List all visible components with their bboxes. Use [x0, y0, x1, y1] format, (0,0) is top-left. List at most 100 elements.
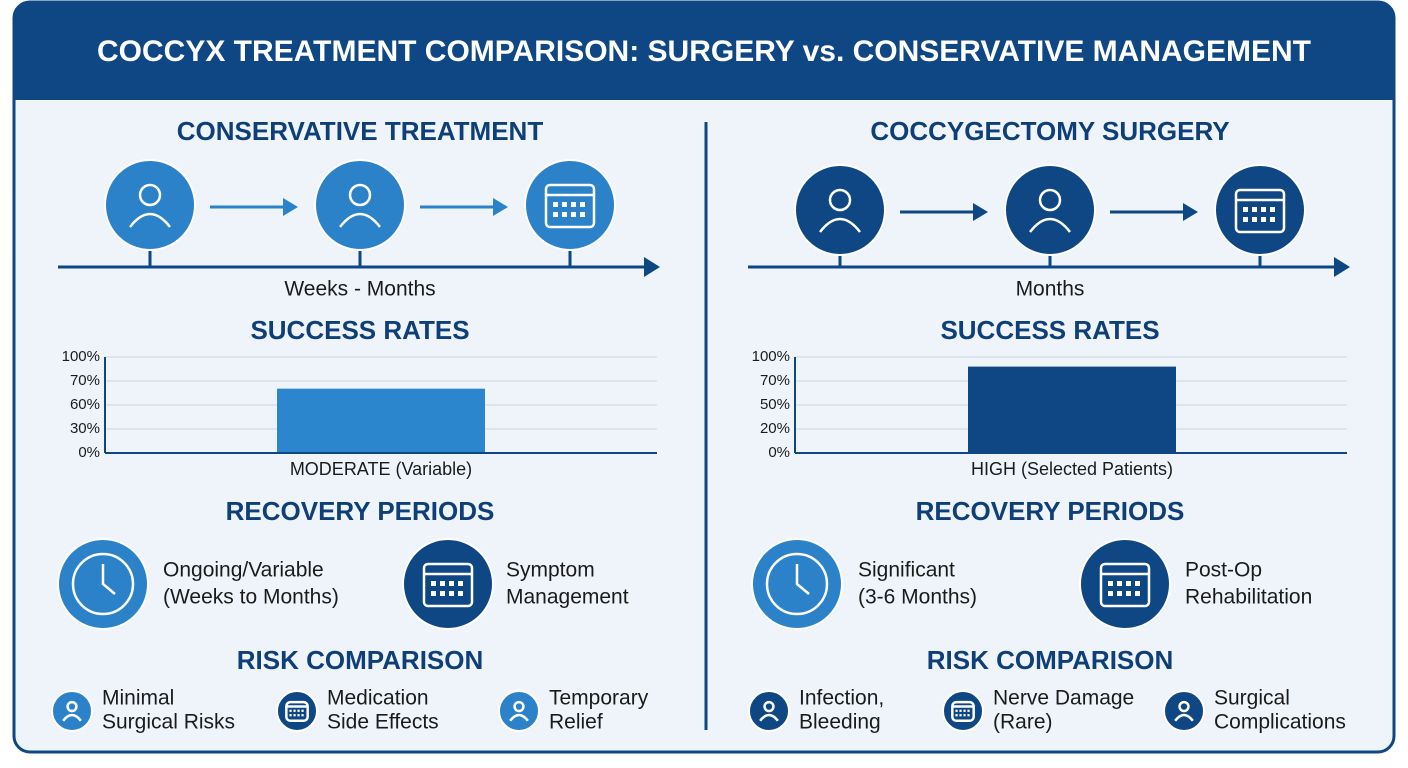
icon-glyph: [1126, 591, 1131, 596]
icon-glyph: [544, 183, 596, 229]
icon-glyph: [293, 714, 296, 717]
icon-glyph: [1135, 581, 1140, 586]
y-tick-label: 50%: [760, 396, 790, 413]
icon-circle: [1079, 538, 1171, 630]
icon-glyph: [1261, 217, 1266, 222]
icon-glyph: [431, 581, 436, 586]
x-category-label: MODERATE (Variable): [290, 459, 472, 479]
header-band: [14, 2, 1394, 100]
icon-glyph: [1178, 700, 1190, 713]
icon-glyph: [129, 212, 171, 228]
y-tick-label: 70%: [70, 372, 100, 389]
step-arrowhead: [493, 198, 508, 216]
icon-glyph: [458, 591, 463, 596]
icon-glyph: [71, 552, 135, 616]
icon-glyph: [959, 709, 962, 712]
icon-glyph: [553, 212, 558, 217]
icon-glyph: [509, 713, 529, 722]
icon-glyph: [1252, 207, 1257, 212]
section-title: CONSERVATIVE TREATMENT: [177, 116, 544, 146]
y-tick-label: 70%: [760, 372, 790, 389]
icon-glyph: [138, 183, 162, 207]
icon-glyph: [967, 709, 970, 712]
icon-glyph: [449, 581, 454, 586]
icon-glyph: [285, 700, 309, 723]
icon-glyph: [440, 581, 445, 586]
icon-glyph: [1270, 217, 1275, 222]
icon-glyph: [1174, 713, 1194, 722]
recovery-text: Post-Op: [1185, 559, 1262, 582]
y-tick-label: 100%: [62, 348, 100, 365]
icon-glyph: [293, 709, 296, 712]
icon-glyph: [571, 212, 576, 217]
risk-text: Side Effects: [327, 711, 439, 734]
icon-glyph: [431, 591, 436, 596]
risk-text: Minimal: [102, 687, 174, 710]
icon-glyph: [458, 581, 463, 586]
chart-title: SUCCESS RATES: [940, 315, 1159, 345]
risk-text: Bleeding: [799, 711, 881, 734]
icon-glyph: [1135, 591, 1140, 596]
icon-glyph: [101, 564, 116, 595]
icon-glyph: [828, 188, 852, 212]
section-title: RISK COMPARISON: [237, 645, 484, 675]
icon-glyph: [553, 202, 558, 207]
step-arrowhead: [283, 198, 298, 216]
section-title: RECOVERY PERIODS: [226, 496, 495, 526]
risk-text: Surgical Risks: [102, 711, 235, 734]
y-tick-label: 0%: [78, 444, 100, 461]
icon-glyph: [1108, 591, 1113, 596]
bar: [968, 366, 1176, 453]
timeline-label: Months: [1016, 278, 1085, 301]
page-title: COCCYX TREATMENT COMPARISON: SURGERY vs.…: [97, 35, 1311, 68]
icon-circle: [942, 690, 984, 732]
x-category-label: HIGH (Selected Patients): [971, 459, 1173, 479]
recovery-text: (Weeks to Months): [163, 586, 339, 609]
timeline-label: Weeks - Months: [284, 278, 435, 301]
icon-glyph: [763, 700, 775, 713]
icon-glyph: [562, 212, 567, 217]
icon-circle: [1214, 164, 1306, 256]
icon-glyph: [765, 552, 829, 616]
icon-glyph: [1243, 207, 1248, 212]
y-tick-label: 30%: [70, 420, 100, 437]
icon-glyph: [297, 714, 300, 717]
icon-glyph: [580, 212, 585, 217]
icon-glyph: [289, 714, 292, 717]
icon-glyph: [967, 714, 970, 717]
icon-glyph: [1108, 581, 1113, 586]
step-arrowhead: [1183, 203, 1198, 221]
step-arrowhead: [973, 203, 988, 221]
icon-glyph: [963, 714, 966, 717]
icon-glyph: [580, 202, 585, 207]
timeline-arrowhead: [644, 257, 660, 277]
icon-glyph: [339, 212, 381, 228]
risk-text: Relief: [549, 711, 603, 734]
icon-glyph: [440, 591, 445, 596]
icon-glyph: [1117, 591, 1122, 596]
recovery-text: Symptom: [506, 559, 595, 582]
icon-glyph: [1270, 207, 1275, 212]
icon-glyph: [1243, 217, 1248, 222]
icon-glyph: [1038, 188, 1062, 212]
icon-glyph: [1234, 188, 1286, 234]
y-tick-label: 60%: [70, 396, 100, 413]
icon-glyph: [301, 714, 304, 717]
icon-glyph: [449, 591, 454, 596]
risk-text: Complications: [1214, 711, 1346, 734]
recovery-text: Ongoing/Variable: [163, 559, 324, 582]
icon-glyph: [562, 202, 567, 207]
timeline-arrowhead: [1334, 257, 1350, 277]
icon-circle: [524, 159, 616, 251]
icon-glyph: [819, 217, 861, 233]
icon-glyph: [289, 709, 292, 712]
recovery-text: (3-6 Months): [858, 586, 977, 609]
risk-text: (Rare): [993, 711, 1053, 734]
risk-text: Infection,: [799, 687, 884, 710]
icon-glyph: [759, 713, 779, 722]
icon-glyph: [795, 564, 810, 595]
section-title: RECOVERY PERIODS: [916, 496, 1185, 526]
section-title: COCCYGECTOMY SURGERY: [870, 116, 1229, 146]
icon-glyph: [62, 713, 82, 722]
icon-glyph: [951, 700, 975, 723]
